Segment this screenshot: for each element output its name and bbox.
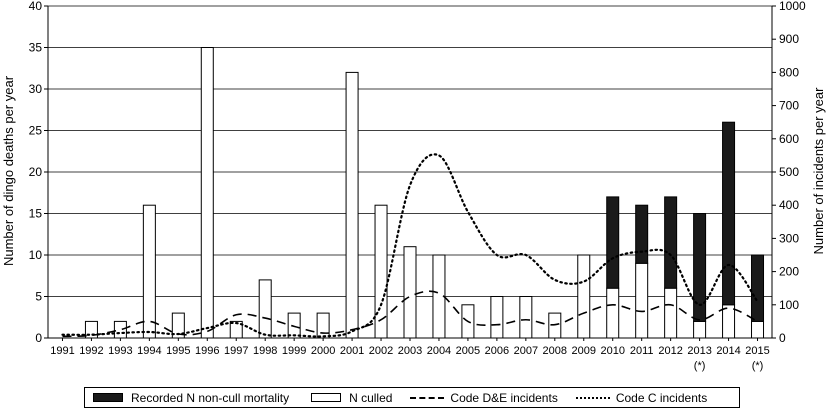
bar-non-cull-mortality	[751, 254, 765, 322]
y-tick-label-left: 15	[29, 207, 43, 221]
bar-culled	[113, 320, 127, 339]
bar-culled	[693, 320, 707, 339]
y-tick-label-left: 0	[35, 331, 42, 345]
bar-non-cull-mortality	[635, 204, 649, 264]
bar-culled	[403, 246, 417, 339]
x-tick-label: 2008	[543, 345, 567, 357]
line-code-c-incidents	[61, 153, 759, 338]
x-tick-label: 2000	[311, 345, 335, 357]
x-tick-label: 1991	[50, 345, 74, 357]
y-tick-label-right: 0	[779, 331, 786, 345]
bar-culled	[606, 287, 620, 339]
legend-swatch-empty	[311, 393, 342, 402]
y-tick-label-right: 100	[779, 298, 799, 312]
bar-culled	[635, 262, 649, 339]
legend-label: Code C incidents	[615, 390, 708, 405]
x-tick-label: 1993	[108, 345, 132, 357]
bar-culled	[577, 254, 591, 339]
bar-culled	[142, 204, 156, 339]
bar-culled	[374, 204, 388, 339]
x-tick-label: 2002	[369, 345, 393, 357]
legend-label: N culled	[349, 390, 393, 405]
x-tick-label: 1998	[253, 345, 277, 357]
bar-culled	[548, 312, 562, 339]
bar-culled	[751, 320, 765, 339]
y-tick-label-right: 600	[779, 132, 799, 146]
y-tick-label-left: 25	[29, 124, 43, 138]
legend-item-culled: N culled	[311, 391, 392, 405]
x-tick-label: 2007	[514, 345, 538, 357]
grid-lines	[48, 5, 772, 297]
legend-swatch-filled	[93, 393, 123, 402]
y-tick-label-right: 300	[779, 231, 799, 245]
x-tick-label: 1999	[282, 345, 306, 357]
y-tick-label-left: 35	[29, 41, 43, 55]
bar-culled	[490, 296, 504, 339]
bar-non-cull-mortality	[722, 121, 736, 306]
x-tick-label: 2005	[456, 345, 480, 357]
legend-item-code-de: Code D&E incidents	[410, 390, 558, 405]
y-tick-label-left: 30	[29, 82, 43, 96]
y-tick-label-right: 800	[779, 65, 799, 79]
bar-culled	[519, 296, 533, 339]
bar-culled	[316, 312, 330, 339]
x-tick-label: 2010	[600, 345, 624, 357]
legend-label: Code D&E incidents	[450, 390, 558, 405]
tick-labels: 0510152025303540010020030040050060070080…	[29, 0, 806, 372]
legend-item-non-cull: Recorded N non-cull mortality	[93, 391, 289, 405]
x-tick-label: 2004	[427, 345, 451, 357]
y-axis-label-left: Number of dingo deaths per year	[1, 75, 16, 266]
y-tick-label-left: 20	[29, 165, 43, 179]
x-tick-note: (*)	[694, 360, 706, 372]
legend-swatch-dashed	[410, 396, 445, 399]
x-tick-label: 1996	[195, 345, 219, 357]
x-tick-label: 1992	[79, 345, 103, 357]
x-tick-label: 1994	[137, 345, 161, 357]
chart: 0510152025303540010020030040050060070080…	[1, 0, 826, 372]
legend-swatch-dotted	[575, 396, 610, 399]
bar-non-cull-mortality	[693, 213, 707, 322]
x-tick-label: 2003	[398, 345, 422, 357]
y-tick-label-right: 1000	[779, 0, 806, 13]
y-tick-label-right: 500	[779, 165, 799, 179]
series-lines	[61, 153, 759, 338]
bar-culled	[258, 279, 272, 339]
y-tick-label-left: 5	[35, 290, 42, 304]
x-tick-label: 2011	[630, 345, 654, 357]
bar-non-cull-mortality	[606, 196, 620, 289]
x-tick-note: (*)	[752, 360, 764, 372]
x-tick-label: 2015	[745, 345, 769, 357]
x-tick-label: 1997	[224, 345, 248, 357]
x-tick-label: 2006	[485, 345, 509, 357]
legend: Recorded N non-cull mortality N culled C…	[84, 387, 740, 408]
x-tick-label: 2013	[687, 345, 711, 357]
x-tick-label: 2014	[716, 345, 740, 357]
bars	[84, 47, 765, 339]
x-tick-label: 2001	[340, 345, 364, 357]
bar-culled	[200, 47, 214, 339]
y-tick-label-left: 40	[29, 0, 43, 13]
y-tick-label-right: 400	[779, 198, 799, 212]
bar-non-cull-mortality	[664, 196, 678, 289]
x-tick-label: 2012	[658, 345, 682, 357]
bar-culled	[722, 304, 736, 339]
y-tick-label-right: 700	[779, 99, 799, 113]
y-axis-label-right: Number of incidents per year	[811, 87, 826, 255]
y-tick-label-left: 10	[29, 248, 43, 262]
x-tick-label: 2009	[572, 345, 596, 357]
axes	[44, 5, 776, 341]
x-tick-label: 1995	[166, 345, 190, 357]
y-tick-label-right: 900	[779, 32, 799, 46]
bar-culled	[664, 287, 678, 339]
legend-label: Recorded N non-cull mortality	[131, 390, 290, 405]
bar-culled	[345, 71, 359, 339]
legend-item-code-c: Code C incidents	[575, 390, 708, 405]
y-tick-label-right: 200	[779, 265, 799, 279]
